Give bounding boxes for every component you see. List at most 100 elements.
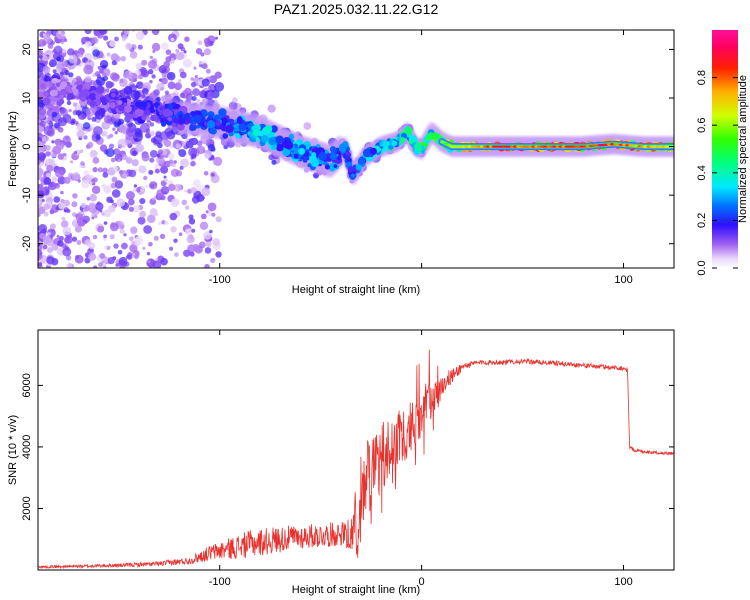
- noise-blob: [72, 193, 78, 199]
- noise-blob: [51, 229, 55, 233]
- noise-blob: [101, 132, 107, 137]
- noise-blob: [149, 208, 158, 216]
- noise-blob: [42, 33, 47, 37]
- ridge-blob: [137, 103, 142, 108]
- noise-blob: [168, 153, 175, 160]
- noise-blob: [203, 231, 212, 240]
- figure-title: PAZ1.2025.032.11.22.G12: [274, 1, 439, 17]
- noise-blob: [38, 198, 43, 207]
- noise-blob: [141, 153, 150, 162]
- noise-blob: [141, 69, 149, 78]
- noise-blob: [79, 149, 84, 153]
- noise-blob: [76, 123, 84, 131]
- noise-blob: [114, 180, 124, 189]
- noise-blob: [152, 260, 162, 268]
- noise-blob: [169, 246, 174, 251]
- ridge-blob: [322, 153, 327, 158]
- noise-blob: [160, 65, 166, 70]
- spread-blob: [138, 74, 143, 80]
- ridge-blob: [261, 135, 269, 143]
- noise-blob: [212, 238, 221, 246]
- spread-blob: [70, 120, 75, 126]
- noise-blob: [38, 224, 48, 233]
- noise-blob: [114, 131, 118, 135]
- ridge-blob: [150, 114, 157, 122]
- ridge-blob: [43, 91, 49, 97]
- noise-blob: [182, 58, 192, 68]
- noise-blob: [209, 229, 213, 234]
- noise-blob: [138, 165, 147, 174]
- spread-blob: [104, 122, 111, 128]
- noise-blob: [47, 247, 53, 254]
- noise-blob: [149, 55, 153, 59]
- spread-blob: [267, 104, 276, 113]
- spread-blob: [146, 116, 151, 122]
- ridge-blob: [111, 92, 116, 98]
- noise-blob: [193, 66, 197, 70]
- noise-blob: [83, 130, 88, 135]
- noise-blob: [130, 51, 137, 58]
- noise-blob: [140, 188, 144, 192]
- noise-blob: [112, 127, 116, 131]
- spread-blob: [303, 122, 312, 130]
- noise-blob: [181, 199, 188, 206]
- noise-blob: [42, 235, 52, 244]
- y-tick-label: 6000: [21, 373, 33, 397]
- noise-blob: [118, 256, 128, 266]
- noise-blob: [128, 198, 135, 206]
- spread-blob: [214, 81, 225, 92]
- noise-blob: [38, 54, 43, 59]
- noise-blob: [65, 255, 72, 261]
- ridge-blob: [362, 148, 372, 158]
- noise-blob: [46, 256, 55, 265]
- noise-blob: [91, 37, 98, 44]
- noise-blob: [189, 251, 195, 257]
- noise-blob: [151, 74, 156, 79]
- noise-blob: [163, 178, 168, 183]
- noise-blob: [147, 214, 156, 223]
- spread-blob: [185, 93, 193, 101]
- ridge-blob: [355, 164, 363, 171]
- noise-blob: [184, 189, 188, 193]
- noise-blob: [102, 167, 108, 174]
- noise-blob: [201, 187, 211, 197]
- noise-blob: [168, 183, 176, 192]
- spread-blob: [59, 71, 64, 76]
- spread-blob: [42, 65, 51, 74]
- ridge-blob: [379, 142, 384, 147]
- ridge-blob: [324, 164, 330, 170]
- spread-blob: [207, 91, 215, 99]
- spread-blob: [59, 108, 69, 117]
- ridge-blob: [124, 105, 132, 113]
- noise-blob: [109, 222, 119, 232]
- noise-blob: [103, 209, 111, 218]
- noise-blob: [48, 158, 55, 166]
- noise-blob: [161, 42, 169, 51]
- noise-blob: [121, 154, 128, 161]
- spread-blob: [109, 82, 115, 87]
- ridge-blob: [345, 151, 350, 156]
- noise-blob: [63, 209, 67, 213]
- noise-blob: [103, 185, 112, 194]
- ridge-blob: [218, 108, 227, 117]
- noise-blob: [58, 202, 66, 210]
- ridge-blob: [237, 116, 243, 122]
- noise-blob: [84, 41, 92, 49]
- noise-blob: [148, 69, 154, 75]
- noise-blob: [159, 233, 166, 240]
- ridge-blob: [388, 144, 394, 150]
- spread-blob: [83, 135, 88, 140]
- noise-blob: [148, 242, 153, 247]
- noise-blob: [88, 202, 96, 210]
- noise-blob: [89, 193, 97, 202]
- ridge-blob: [206, 120, 216, 129]
- spread-blob: [64, 70, 70, 76]
- spread-blob: [94, 71, 100, 77]
- ridge-blob: [369, 147, 377, 155]
- noise-blob: [115, 263, 119, 267]
- ridge-blob: [117, 104, 125, 112]
- spread-blob: [62, 135, 71, 144]
- noise-blob: [200, 52, 205, 57]
- spread-blob: [74, 120, 79, 125]
